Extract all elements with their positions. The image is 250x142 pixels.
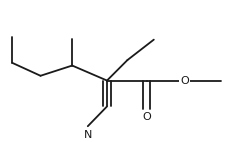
Text: O: O	[142, 112, 151, 122]
Text: O: O	[180, 76, 189, 85]
Text: N: N	[84, 130, 92, 140]
